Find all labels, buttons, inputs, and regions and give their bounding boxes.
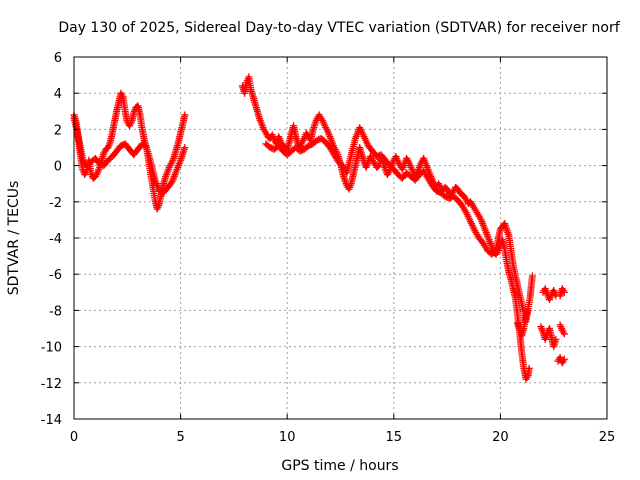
x-tick-label: 20: [492, 430, 509, 445]
y-tick-label: -6: [49, 268, 62, 283]
data-point: [524, 306, 532, 314]
x-tick-label: 5: [176, 430, 184, 445]
data-point: [560, 355, 568, 363]
data-point: [181, 144, 189, 151]
x-tick-label: 0: [70, 430, 78, 445]
data-point: [560, 330, 568, 338]
y-tick-label: -8: [49, 304, 62, 319]
y-tick-label: -10: [41, 341, 62, 356]
y-tick-label: 4: [54, 87, 62, 102]
chart-title: Day 130 of 2025, Sidereal Day-to-day VTE…: [58, 20, 620, 36]
y-tick-label: -2: [49, 196, 62, 211]
y-tick-label: -12: [41, 377, 62, 392]
y-tick-label: 2: [54, 123, 62, 138]
data-point: [560, 288, 568, 296]
x-axis-label: GPS time / hours: [281, 458, 398, 474]
y-tick-label: 6: [54, 51, 62, 66]
x-tick-labels: 0 5 10 15 20 25: [70, 430, 615, 445]
y-tick-label: 0: [54, 160, 62, 175]
y-tick-label: -14: [41, 413, 62, 428]
y-tick-label: -4: [49, 232, 62, 247]
data-point: [491, 246, 499, 254]
data-points: [70, 73, 568, 383]
x-tick-label: 25: [599, 430, 616, 445]
data-point: [181, 111, 189, 119]
y-axis-label: SDTVAR / TECUs: [6, 181, 22, 296]
x-tick-label: 15: [386, 430, 403, 445]
data-point: [525, 364, 533, 372]
x-tick-label: 10: [279, 430, 296, 445]
axis-ticks: [73, 56, 608, 420]
y-tick-labels: 6 4 2 0 -2 -4 -6 -8 -10 -12 -14: [41, 51, 62, 428]
data-point: [528, 272, 536, 280]
data-point: [552, 335, 560, 343]
